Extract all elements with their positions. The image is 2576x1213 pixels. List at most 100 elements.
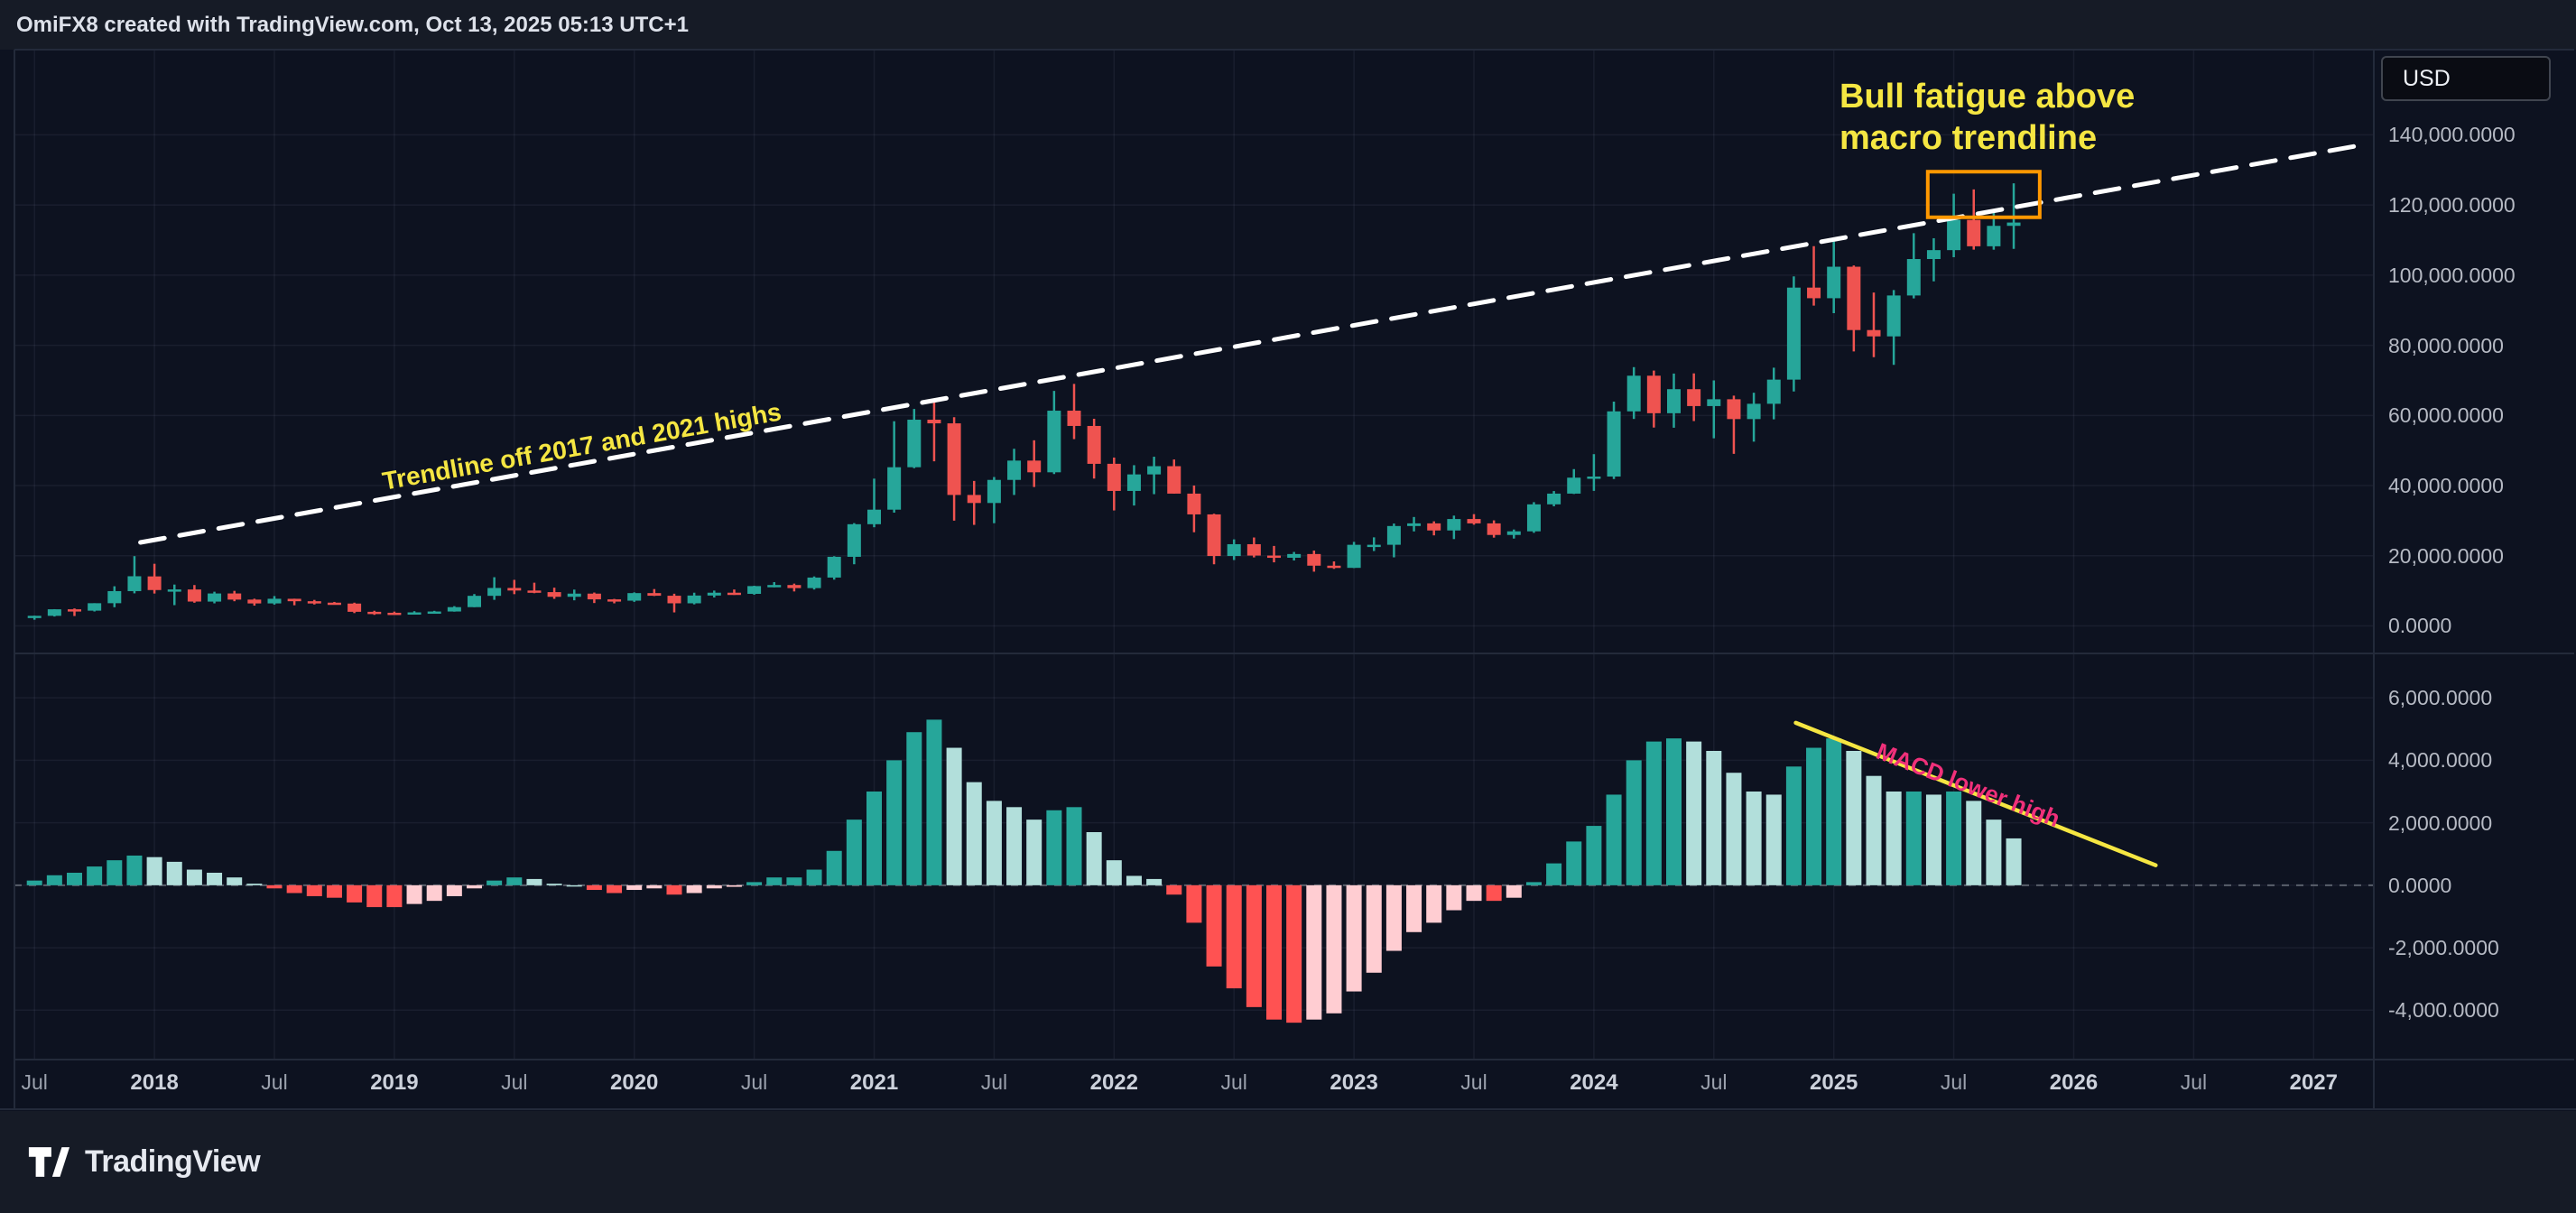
macd-histogram-bar: [1606, 794, 1622, 885]
candle-body: [407, 612, 422, 616]
candle-body: [1427, 523, 1441, 531]
candle-body: [767, 585, 782, 588]
macd-histogram-bar: [666, 884, 682, 895]
macd-histogram-bar: [326, 884, 342, 898]
macd-histogram-bar: [166, 861, 182, 885]
candle-body: [487, 588, 502, 597]
macd-histogram-bar: [1206, 884, 1222, 967]
candle-body: [107, 590, 122, 604]
macd-histogram-bar: [347, 884, 363, 903]
candle-body: [1867, 329, 1881, 337]
candle-body: [1687, 389, 1701, 406]
macd-lower-high-line[interactable]: [1793, 720, 2158, 867]
candle-body: [567, 593, 581, 597]
macd-histogram-bar: [1426, 884, 1442, 923]
candle-body: [1307, 553, 1321, 566]
macd-histogram-bar: [1146, 878, 1163, 885]
candle-body: [1007, 460, 1022, 480]
macd-histogram-bar: [1626, 760, 1642, 885]
price-axis-label: 4,000.0000: [2388, 748, 2493, 773]
candle-body: [367, 611, 382, 615]
macd-histogram-bar: [1066, 807, 1082, 885]
candle-body: [967, 495, 981, 504]
macd-histogram-bar: [546, 884, 562, 885]
candle-body: [907, 420, 922, 468]
time-axis-label: Jul: [740, 1070, 768, 1094]
macd-histogram-bar: [1905, 792, 1922, 885]
candle-body: [1667, 389, 1681, 413]
macd-histogram-bar: [986, 801, 1002, 885]
time-axis-label: 2025: [1809, 1070, 1858, 1095]
candle-body: [447, 606, 461, 612]
time-axis-label: 2022: [1089, 1070, 1138, 1095]
candle-body: [1367, 544, 1381, 548]
macd-histogram-bar: [1086, 832, 1102, 885]
macd-histogram-bar: [266, 884, 283, 889]
macd-histogram-bar: [646, 884, 663, 889]
macd-histogram-bar: [826, 850, 842, 885]
time-axis-label: 2018: [130, 1070, 179, 1095]
time-axis-label: Jul: [21, 1070, 48, 1094]
macd-histogram-bar: [486, 880, 503, 885]
macd-histogram-bar: [906, 732, 922, 885]
macd-histogram-bar: [786, 877, 802, 885]
candle-body: [227, 593, 242, 600]
candle-body: [68, 609, 81, 612]
candle-body: [1107, 463, 1121, 491]
candle-body: [1267, 555, 1281, 559]
macd-histogram-bar: [506, 877, 523, 885]
candle-body: [1506, 531, 1521, 535]
macd-histogram-bar: [67, 873, 82, 885]
macd-histogram-bar: [746, 882, 763, 885]
candle-body: [807, 577, 821, 588]
macd-histogram-bar: [626, 884, 643, 891]
macd-histogram-bar: [1706, 751, 1722, 885]
candle-body: [387, 612, 402, 616]
candle-body: [1847, 266, 1861, 330]
candle-body: [1167, 466, 1181, 494]
macd-histogram-bar: [146, 857, 162, 885]
candle-body: [88, 603, 102, 611]
candle-body: [1287, 553, 1302, 558]
highlight-box[interactable]: [1925, 170, 2042, 219]
bull-fatigue-annotation[interactable]: Bull fatigue above macro trendline: [1839, 76, 2135, 160]
candle-body: [1347, 544, 1361, 569]
candle-body: [827, 556, 841, 578]
tradingview-logo-icon[interactable]: [27, 1145, 70, 1179]
macd-histogram-bar: [926, 719, 942, 885]
macd-histogram-bar: [1886, 792, 1902, 885]
macd-histogram-bar: [1006, 807, 1023, 885]
macd-histogram-bar: [467, 884, 482, 889]
macd-histogram-bar: [1506, 884, 1522, 898]
candle-body: [887, 467, 902, 510]
candle-body: [267, 598, 282, 604]
macro-trendline[interactable]: [138, 142, 2368, 545]
macd-histogram-bar: [1645, 741, 1662, 885]
price-axis-label: 0.0000: [2388, 614, 2452, 638]
macd-histogram-bar: [966, 782, 982, 885]
tradingview-wordmark[interactable]: TradingView: [85, 1144, 261, 1179]
macd-histogram-bar: [1785, 766, 1802, 885]
macd-histogram-bar: [607, 884, 623, 894]
chart-drawings: [138, 142, 2368, 867]
candle-body: [1827, 266, 1841, 299]
candle-body: [507, 588, 522, 591]
macd-histogram-bar: [26, 880, 42, 885]
candle-body: [747, 586, 762, 594]
currency-badge[interactable]: USD: [2381, 56, 2551, 101]
macd-histogram-bar: [566, 884, 582, 887]
candle-body: [707, 592, 721, 596]
candle-body: [47, 609, 61, 616]
candle-body: [1967, 219, 1981, 246]
macd-histogram-bar: [1486, 884, 1502, 902]
time-axis-label: 2027: [2289, 1070, 2338, 1095]
candle-body: [147, 576, 162, 590]
macd-histogram-bar: [406, 884, 422, 904]
candle-body: [847, 523, 861, 557]
macd-histogram-bar: [1666, 738, 1682, 885]
macd-histogram-bar: [1866, 775, 1882, 885]
candle-body: [1187, 493, 1201, 514]
